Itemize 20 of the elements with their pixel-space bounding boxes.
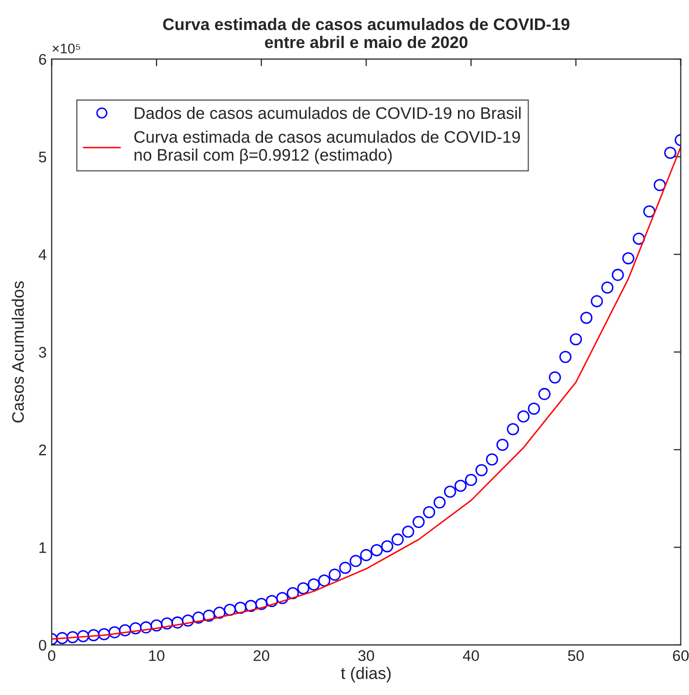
x-tick-label: 20 <box>254 650 270 662</box>
y-axis-title: Casos Acumulados <box>12 281 24 423</box>
x-tick-label: 40 <box>462 650 479 662</box>
x-tick-label: 60 <box>673 650 689 662</box>
x-tick-label: 30 <box>358 650 374 662</box>
y-tick-label: 1 <box>39 542 46 553</box>
x-tick-label: 0 <box>48 650 56 662</box>
legend-label: Dados de casos acumulados de COVID-19 no Brasil <box>134 106 521 119</box>
y-tick-label: 5 <box>38 152 46 162</box>
y-tick-label: 6 <box>39 54 46 65</box>
text: ×10⁵ <box>52 44 80 54</box>
legend-label: Curva estimada de casos acumulados de COVID-19 no Brasil com β=0.9912 (estimado) <box>134 130 520 164</box>
x-tick-label: 50 <box>568 650 584 662</box>
y-tick-label: 0 <box>38 640 46 651</box>
y-tick-label: 4 <box>38 249 46 260</box>
chart-title: Curva estimada de casos acumulados de COVID-19 entre abril e maio de 2020 <box>163 18 570 48</box>
y-tick-label: 3 <box>38 346 46 358</box>
x-tick-label: 10 <box>149 650 164 662</box>
y-tick-label: 2 <box>39 444 46 456</box>
x-axis-title: t (dias) <box>340 666 391 682</box>
